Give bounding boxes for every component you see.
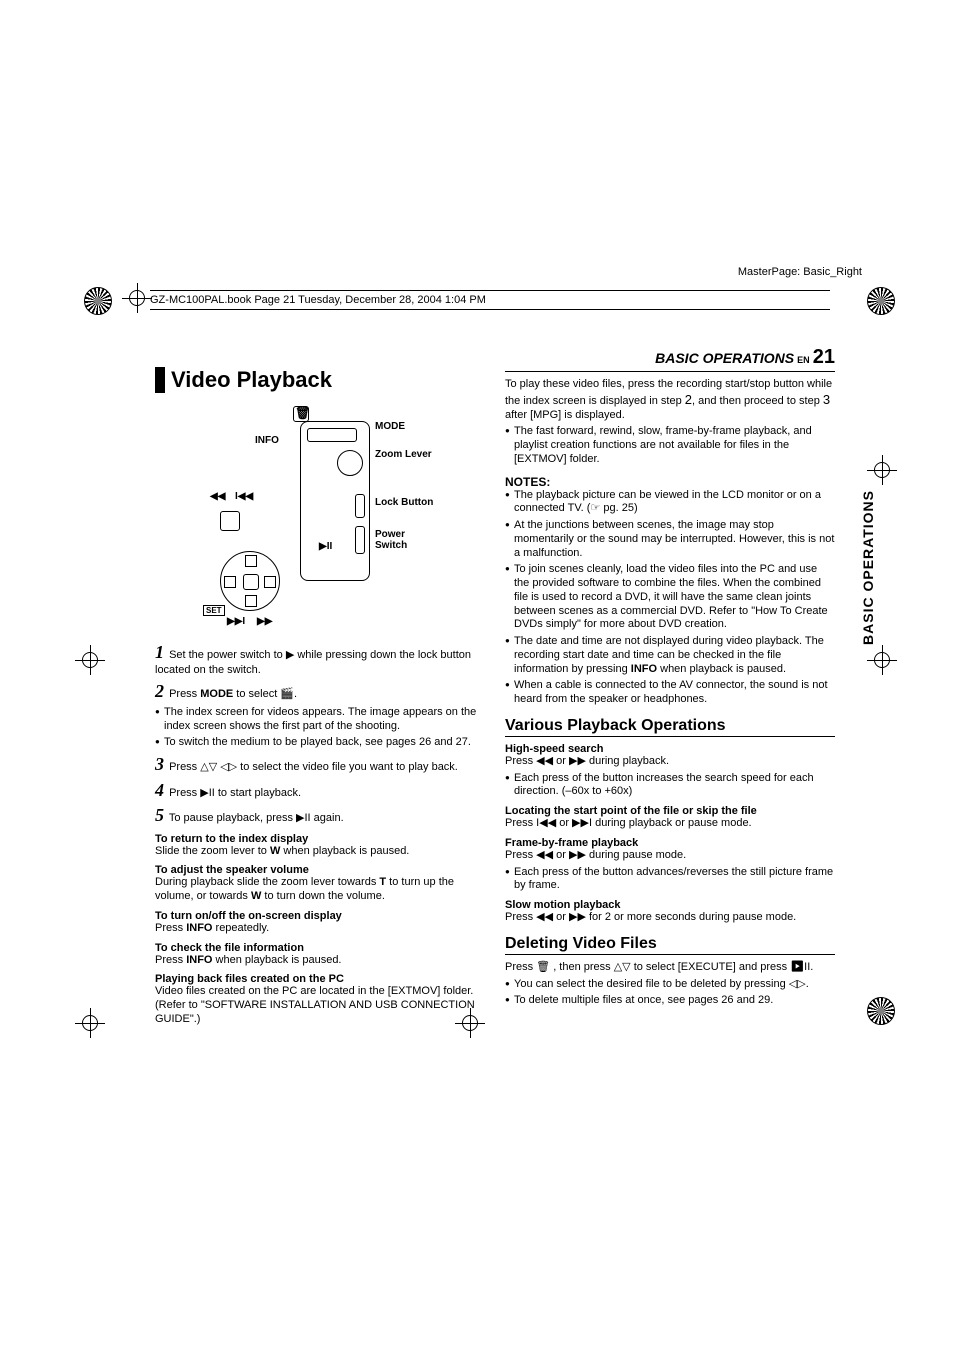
step-5-text: To pause playback, press ▶II again. xyxy=(169,812,344,824)
notes-heading: NOTES: xyxy=(505,475,835,489)
step-2-text-d: . xyxy=(294,688,297,700)
step-3: 3 Press △▽ ◁▷ to select the video file y… xyxy=(155,753,485,776)
step-1: 1 Set the power switch to ▶ while pressi… xyxy=(155,641,485,677)
subhead-locate: Locating the start point of the file or … xyxy=(505,805,835,817)
page-number: 21 xyxy=(813,346,835,368)
framebyframe-text: Press ◀◀ or ▶▶ during pause mode. xyxy=(505,849,835,863)
note-5: When a cable is connected to the AV conn… xyxy=(505,679,835,707)
right-column: BASIC OPERATIONS EN 21 To play these vid… xyxy=(505,346,835,1030)
step-1-text: Set the power switch to ▶ while pressing… xyxy=(155,649,471,676)
framebyframe-bullet: Each press of the button advances/revers… xyxy=(505,866,835,894)
heading-video-playback: Video Playback xyxy=(155,367,485,393)
crosshair-mark xyxy=(75,645,105,675)
step-5: 5 To pause playback, press ▶II again. xyxy=(155,804,485,827)
note-3: To join scenes cleanly, load the video f… xyxy=(505,563,835,632)
subhead-fileinfo: To check the file information xyxy=(155,942,485,954)
camera-diagram: MODE Zoom Lever Lock Button Power Switch… xyxy=(205,401,435,631)
sub-fileinfo-text: Press INFO when playback is paused. xyxy=(155,954,485,968)
sub-volume-text: During playback slide the zoom lever tow… xyxy=(155,876,485,904)
step-2-mode: MODE xyxy=(200,688,233,700)
heading-delete: Deleting Video Files xyxy=(505,935,835,955)
delete-bullet-2: To delete multiple files at once, see pa… xyxy=(505,994,835,1008)
diagram-label-prev: I◀◀ xyxy=(235,491,253,502)
sub-pc-text: Video files created on the PC are locate… xyxy=(155,985,485,1026)
slowmo-text: Press ◀◀ or ▶▶ for 2 or more seconds dur… xyxy=(505,911,835,925)
delete-text: Press 🗑 , then press △▽ to select [EXECU… xyxy=(505,961,835,975)
step-2-bullet-1: The index screen for videos appears. The… xyxy=(155,706,485,734)
note-2: At the junctions between scenes, the ima… xyxy=(505,519,835,560)
intro-bullet: The fast forward, rewind, slow, frame-by… xyxy=(505,425,835,466)
subhead-slowmo: Slow motion playback xyxy=(505,899,835,911)
intro-para: To play these video files, press the rec… xyxy=(505,378,835,422)
subhead-index: To return to the index display xyxy=(155,833,485,845)
step-2: 2 Press MODE to select 🎬. xyxy=(155,680,485,703)
note-4: The date and time are not displayed duri… xyxy=(505,635,835,676)
diagram-label-ff: ▶▶ xyxy=(257,616,272,627)
diagram-label-set: SET xyxy=(203,605,225,616)
heading-various-ops: Various Playback Operations xyxy=(505,717,835,737)
crosshair-mark xyxy=(867,455,897,485)
crosshair-mark xyxy=(75,1008,105,1038)
left-column: x Video Playback MODE Zoom Lever Lock Bu… xyxy=(155,346,485,1030)
masterpage-label: MasterPage: Basic_Right xyxy=(738,266,862,278)
sub-osd-text: Press INFO repeatedly. xyxy=(155,922,485,936)
sub-index-text: Slide the zoom lever to W when playback … xyxy=(155,845,485,859)
registration-mark xyxy=(863,283,899,319)
delete-bullet-1: You can select the desired file to be de… xyxy=(505,978,835,992)
subhead-pc: Playing back files created on the PC xyxy=(155,973,485,985)
subhead-osd: To turn on/off the on-screen display xyxy=(155,910,485,922)
step-3-text: Press △▽ ◁▷ to select the video file you… xyxy=(169,761,458,773)
locate-text: Press I◀◀ or ▶▶I during playback or paus… xyxy=(505,817,835,831)
crosshair-mark xyxy=(122,283,152,313)
highspeed-text: Press ◀◀ or ▶▶ during playback. xyxy=(505,755,835,769)
subhead-volume: To adjust the speaker volume xyxy=(155,864,485,876)
diagram-label-next: ▶▶I xyxy=(227,616,245,627)
book-info: GZ-MC100PAL.book Page 21 Tuesday, Decemb… xyxy=(150,290,830,310)
diagram-label-mode: MODE xyxy=(375,421,405,432)
diagram-label-lock: Lock Button xyxy=(375,497,433,508)
crosshair-mark xyxy=(867,645,897,675)
registration-mark xyxy=(863,993,899,1029)
diagram-label-zoom: Zoom Lever xyxy=(375,449,432,460)
step-4: 4 Press ▶II to start playback. xyxy=(155,779,485,802)
step-4-text: Press ▶II to start playback. xyxy=(169,787,301,799)
registration-mark xyxy=(80,283,116,319)
subhead-framebyframe: Frame-by-frame playback xyxy=(505,837,835,849)
step-2-text-a: Press xyxy=(169,688,200,700)
step-2-bullet-2: To switch the medium to be played back, … xyxy=(155,736,485,750)
diagram-label-rw: ◀◀ xyxy=(210,491,225,502)
subhead-highspeed: High-speed search xyxy=(505,743,835,755)
step-2-text-c: to select xyxy=(233,688,280,700)
lang-code: EN xyxy=(797,355,810,365)
note-1: The playback picture can be viewed in th… xyxy=(505,489,835,517)
page-header: BASIC OPERATIONS EN 21 xyxy=(505,346,835,372)
diagram-label-playpause: ▶II xyxy=(319,541,332,552)
diagram-label-power: Power Switch xyxy=(375,529,435,551)
section-title: BASIC OPERATIONS xyxy=(655,350,794,366)
diagram-label-trash: 🗑 xyxy=(295,406,310,420)
highspeed-bullet: Each press of the button increases the s… xyxy=(505,772,835,800)
side-tab: BASIC OPERATIONS xyxy=(860,490,876,645)
video-icon: 🎬 xyxy=(280,688,294,700)
diagram-label-info: INFO xyxy=(255,435,279,446)
